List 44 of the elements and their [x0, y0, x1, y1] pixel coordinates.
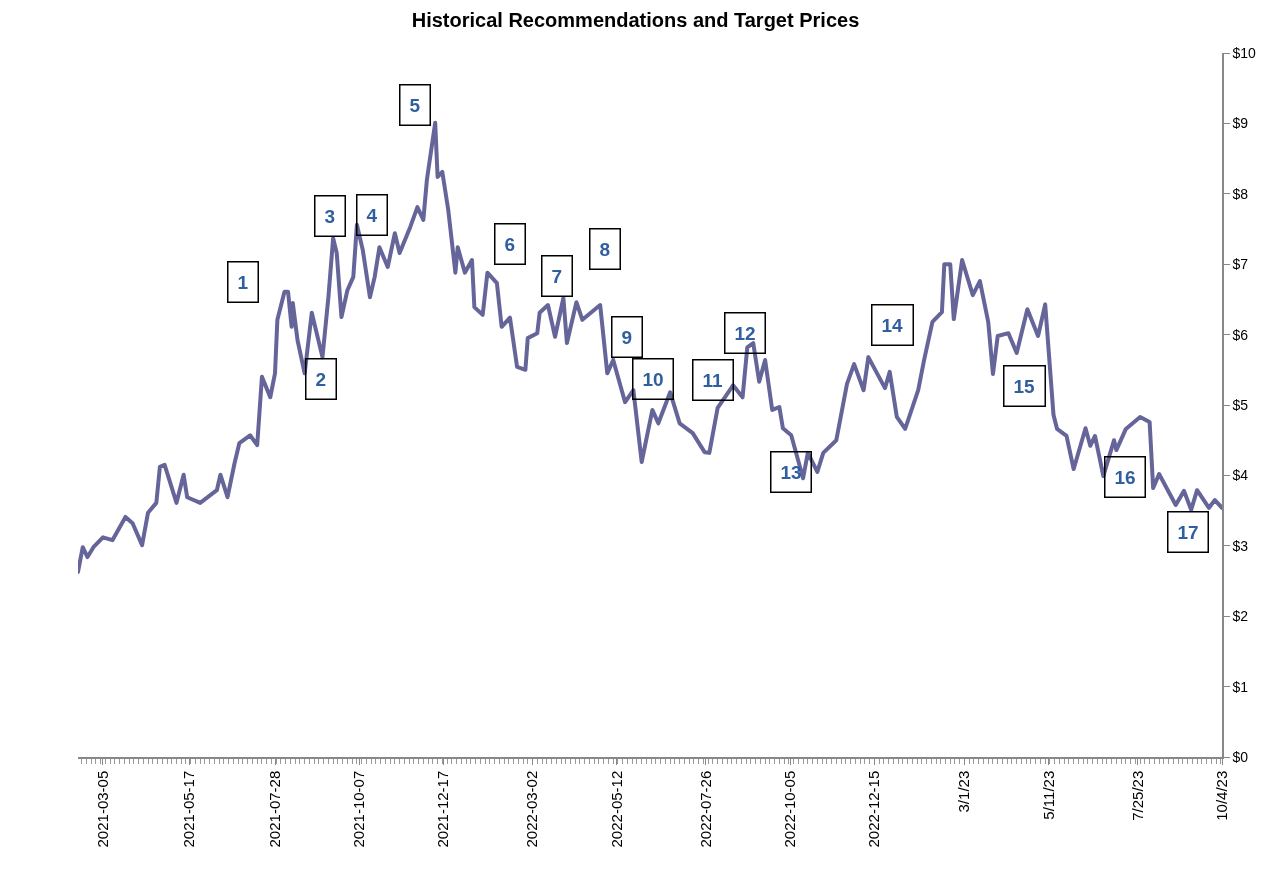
- x-tick-label: 2021-05-17: [180, 770, 198, 848]
- x-tick-label: 2022-10-05: [780, 770, 798, 848]
- x-tick-label: 2022-12-15: [865, 770, 883, 848]
- y-tick-label: $6: [1232, 326, 1249, 343]
- annotation: 8: [599, 238, 611, 260]
- x-tick-label: 2022-07-26: [696, 770, 714, 848]
- annotation: 4: [366, 204, 378, 226]
- x-tick-label: 5/11/23: [1039, 770, 1057, 820]
- x-tick-label: 2021-03-05: [93, 770, 111, 848]
- y-tick-label: $4: [1232, 467, 1249, 484]
- chart-title: Historical Recommendations and Target Prices: [411, 9, 860, 32]
- x-tick-label: 3/1/23: [955, 770, 973, 813]
- annotation: 1: [237, 271, 249, 293]
- annotation: 11: [702, 369, 724, 391]
- x-tick-label: 2021-07-28: [265, 770, 283, 848]
- y-tick-label: $9: [1232, 115, 1249, 132]
- y-tick-label: $3: [1232, 537, 1249, 554]
- x-tick-label: 2022-05-12: [607, 770, 625, 848]
- y-tick-label: $0: [1232, 748, 1249, 765]
- y-tick-label: $10: [1232, 44, 1257, 61]
- annotation: 5: [409, 94, 421, 116]
- y-tick-label: $5: [1232, 396, 1249, 413]
- annotation: 16: [1114, 466, 1136, 488]
- annotation: 13: [780, 461, 802, 483]
- annotation: 12: [734, 322, 756, 344]
- annotation: 14: [881, 314, 904, 336]
- annotation: 3: [324, 205, 336, 227]
- x-tick-label: 2021-12-17: [434, 770, 452, 848]
- x-tick-label: 2022-03-02: [523, 770, 541, 848]
- line-series: [78, 120, 1222, 574]
- annotation: 17: [1177, 521, 1199, 543]
- y-tick-label: $1: [1232, 678, 1249, 695]
- y-tick-label: $2: [1232, 608, 1249, 625]
- x-tick-label: 7/25/23: [1128, 770, 1146, 821]
- annotation: 2: [315, 368, 327, 390]
- annotation: 6: [504, 233, 516, 255]
- annotation: 10: [642, 368, 664, 390]
- annotation: 7: [551, 265, 563, 287]
- y-tick-label: $8: [1232, 185, 1249, 202]
- y-tick-label: $7: [1232, 256, 1249, 273]
- x-tick-label: 10/4/23: [1212, 770, 1230, 821]
- annotation: 15: [1013, 375, 1036, 397]
- annotation: 9: [621, 326, 633, 348]
- x-tick-label: 2021-10-07: [350, 770, 368, 848]
